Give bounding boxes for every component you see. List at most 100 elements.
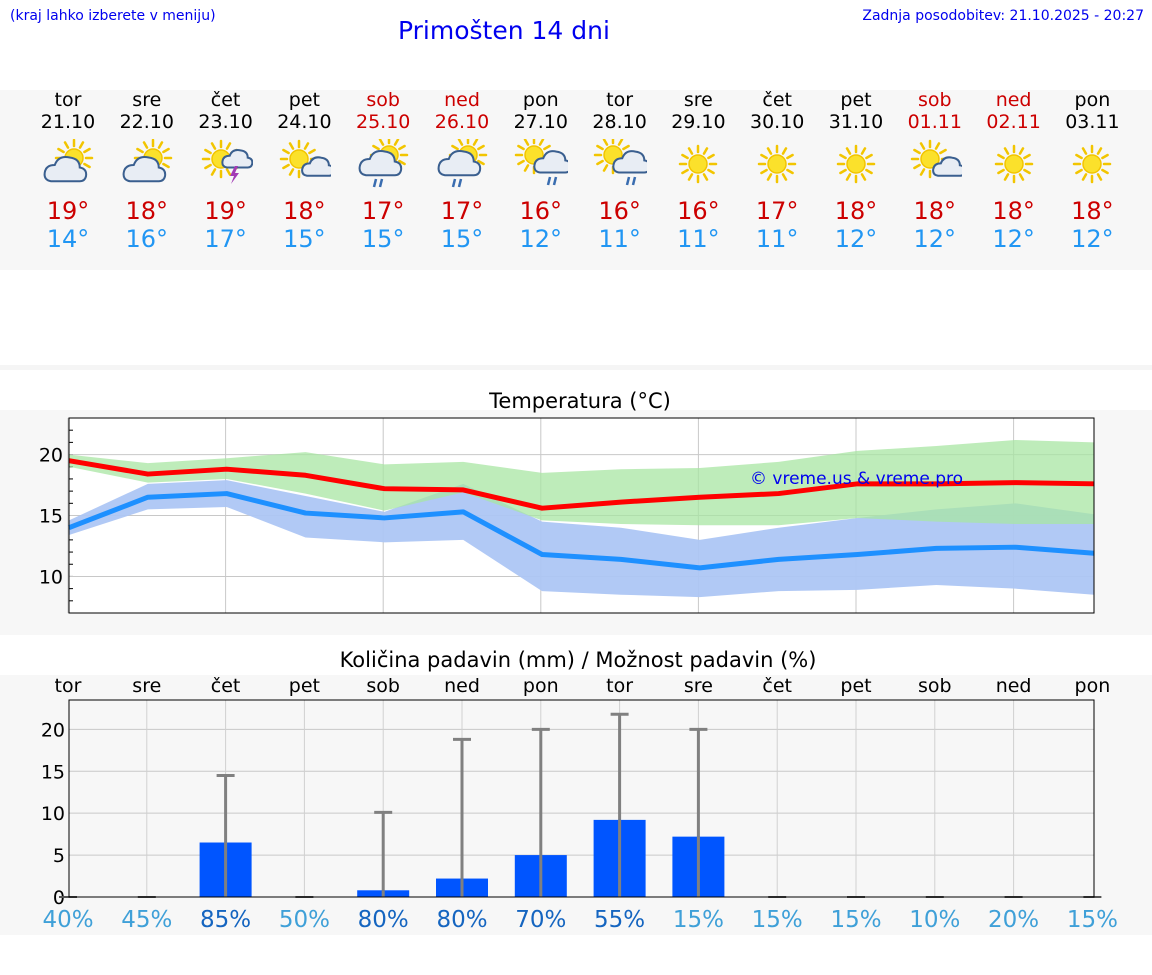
day-name: sob bbox=[366, 89, 400, 111]
partly-cloudy-icon bbox=[43, 139, 94, 183]
precipitation-chart: Količina padavin (mm) / Možnost padavin … bbox=[0, 648, 1152, 935]
min-temp: 15° bbox=[440, 225, 484, 253]
min-temp: 12° bbox=[913, 225, 957, 253]
precip-probability: 85% bbox=[200, 907, 251, 933]
sun-cloud-rain-icon bbox=[358, 139, 409, 188]
forecast-day: pet 31.10 18° 12° bbox=[817, 90, 895, 253]
x-category-label: ned bbox=[444, 675, 480, 697]
min-temp: 12° bbox=[1071, 225, 1114, 253]
x-category-label: sre bbox=[132, 675, 161, 697]
max-temp: 16° bbox=[598, 197, 641, 225]
day-name: sre bbox=[132, 89, 162, 111]
partly-cloudy-icon bbox=[122, 139, 173, 183]
sun-icon bbox=[679, 144, 718, 184]
min-temp-line bbox=[68, 491, 1095, 571]
day-name: pet bbox=[840, 89, 872, 111]
max-temp: 17° bbox=[361, 197, 405, 225]
max-temp: 17° bbox=[755, 197, 799, 225]
precip-probability: 20% bbox=[988, 907, 1039, 933]
y-tick-label: 0 bbox=[53, 887, 65, 909]
min-temp: 12° bbox=[519, 225, 563, 253]
max-temp-line bbox=[68, 458, 1095, 511]
watermark: © vreme.us & vreme.pro bbox=[750, 469, 963, 489]
x-category-label: pon bbox=[523, 675, 559, 697]
temperature-chart-title: Temperatura (°C) bbox=[488, 389, 671, 413]
min-temp: 11° bbox=[755, 225, 799, 253]
x-category-label: sob bbox=[918, 675, 952, 697]
y-tick-label: 5 bbox=[53, 845, 65, 867]
partly-cloudy-icon bbox=[122, 139, 173, 183]
day-name: ned bbox=[444, 89, 480, 111]
sun-cloud-rain-icon bbox=[437, 139, 488, 188]
sun-icon bbox=[994, 144, 1033, 184]
y-tick-label: 15 bbox=[39, 506, 63, 528]
day-date: 21.10 bbox=[40, 111, 96, 133]
plot-frame bbox=[68, 699, 1095, 898]
min-temp: 12° bbox=[834, 225, 878, 253]
day-date: 31.10 bbox=[828, 111, 884, 133]
forecast-day: čet 30.10 17° 11° bbox=[738, 90, 816, 253]
precip-probability: 80% bbox=[358, 907, 409, 933]
max-temp: 19° bbox=[46, 197, 90, 225]
y-tick-label: 10 bbox=[39, 566, 63, 588]
precip-probability: 50% bbox=[279, 907, 330, 933]
last-updated: Zadnja posodobitev: 21.10.2025 - 20:27 bbox=[862, 8, 1144, 24]
day-date: 22.10 bbox=[119, 111, 174, 133]
plot-frame bbox=[68, 417, 1095, 614]
sun-icon bbox=[757, 144, 797, 184]
forecast-band bbox=[0, 90, 1152, 270]
day-date: 30.10 bbox=[749, 111, 805, 133]
day-name: tor bbox=[606, 89, 634, 111]
max-temp: 18° bbox=[834, 197, 878, 225]
min-temp: 11° bbox=[677, 225, 720, 253]
max-temp-band bbox=[69, 439, 1094, 526]
forecast-day: sre 29.10 16° 11° bbox=[659, 90, 737, 253]
max-temp: 16° bbox=[677, 197, 720, 225]
max-temp: 18° bbox=[913, 197, 957, 225]
sun-small-cloud-icon bbox=[280, 139, 332, 179]
forecast-day: tor 28.10 16° 11° bbox=[581, 90, 659, 253]
x-category-label: sre bbox=[684, 675, 713, 697]
sun-icon bbox=[1073, 144, 1112, 184]
precip-probability: 55% bbox=[594, 907, 645, 933]
forecast-day: ned 26.10 17° 15° bbox=[423, 90, 501, 253]
day-name: pon bbox=[522, 89, 559, 111]
precip-probability: 15% bbox=[1067, 907, 1118, 933]
precip-probability: 80% bbox=[436, 907, 487, 933]
sun-cloud-light-rain-icon bbox=[593, 139, 647, 186]
max-temp: 17° bbox=[440, 197, 484, 225]
precip-probability: 15% bbox=[752, 907, 803, 933]
page-title: Primošten 14 dni bbox=[398, 16, 610, 45]
forecast-day: tor 21.10 19° 14° bbox=[29, 90, 107, 253]
sun-cloud-light-rain-icon bbox=[514, 139, 568, 186]
day-date: 24.10 bbox=[277, 111, 332, 133]
partly-cloudy-icon bbox=[43, 139, 94, 183]
day-date: 01.11 bbox=[907, 111, 962, 133]
x-category-label: pet bbox=[289, 675, 320, 697]
day-name: čet bbox=[762, 89, 792, 111]
precip-probability: 15% bbox=[830, 907, 881, 933]
sun-small-cloud-icon bbox=[280, 139, 332, 179]
day-name: ned bbox=[995, 89, 1032, 111]
y-tick-label: 20 bbox=[41, 719, 65, 741]
day-name: pon bbox=[1074, 89, 1111, 111]
min-temp: 15° bbox=[361, 225, 405, 253]
min-temp-band bbox=[69, 480, 1094, 598]
temperature-chart: Temperatura (°C) 10 15 20 © vreme.us & vreme… bbox=[0, 389, 1152, 635]
forecast-day: ned 02.11 18° 12° bbox=[975, 90, 1053, 253]
min-temp: 17° bbox=[204, 225, 247, 253]
sun-thunderstorm-icon bbox=[201, 139, 253, 184]
precip-probability: 40% bbox=[42, 907, 93, 933]
min-temp: 15° bbox=[283, 225, 326, 253]
x-category-label: pon bbox=[1075, 675, 1111, 697]
location-menu-hint[interactable]: (kraj lahko izberete v meniju) bbox=[10, 8, 216, 24]
forecast-day: sre 22.10 18° 16° bbox=[108, 90, 186, 253]
forecast-day: čet 23.10 19° 17° bbox=[187, 90, 265, 253]
max-temp: 16° bbox=[519, 197, 563, 225]
sun-thunderstorm-icon bbox=[201, 139, 253, 184]
x-category-label: pet bbox=[840, 675, 871, 697]
day-date: 26.10 bbox=[434, 111, 490, 133]
day-name: sre bbox=[683, 89, 713, 111]
day-name: sob bbox=[918, 89, 952, 111]
max-temp: 18° bbox=[1071, 197, 1114, 225]
